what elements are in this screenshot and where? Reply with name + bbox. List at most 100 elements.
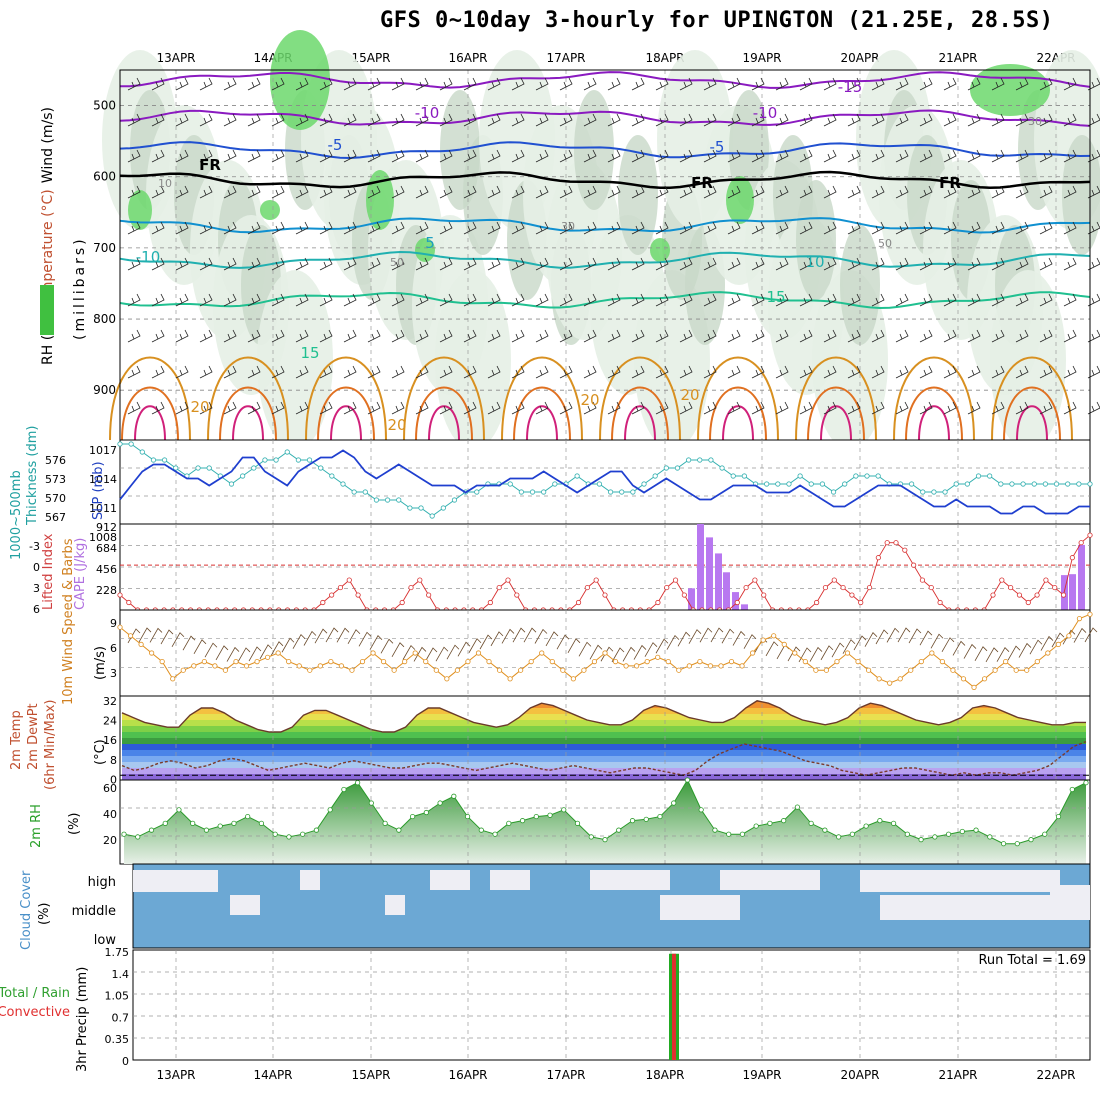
wind10m-tick-label: 6 bbox=[110, 642, 117, 655]
wind-barb bbox=[699, 627, 713, 643]
slp-tick-label: 1017 bbox=[89, 444, 117, 457]
wind10m-line-point bbox=[370, 650, 376, 656]
rh-area bbox=[1062, 135, 1100, 255]
pressure-tick-label: 800 bbox=[93, 312, 116, 326]
bottom-date-label: 22APR bbox=[1036, 1068, 1075, 1082]
rh2m-line-point bbox=[464, 813, 471, 820]
wind-barb bbox=[535, 329, 549, 343]
wind-barb bbox=[607, 185, 621, 199]
wind-barb bbox=[703, 293, 717, 307]
lifted-index-line-point bbox=[840, 584, 846, 591]
wind-barb bbox=[559, 221, 573, 235]
wind-barb bbox=[967, 401, 981, 415]
thickness-line-point bbox=[295, 457, 301, 463]
isotherm-line bbox=[119, 250, 1091, 269]
lifted-index-line-point bbox=[1016, 592, 1023, 598]
wind-barb bbox=[991, 113, 1005, 127]
lifted-index-line-point bbox=[831, 577, 837, 583]
wind-barb bbox=[895, 365, 909, 379]
slp-tick-label: 1008 bbox=[89, 531, 117, 544]
wind-barb bbox=[798, 647, 812, 663]
wind10m-line-point bbox=[591, 658, 598, 665]
wind-barb bbox=[589, 644, 603, 660]
wind10m-line-point bbox=[781, 641, 787, 648]
rh2m-line-point bbox=[368, 800, 374, 806]
wind-barb bbox=[751, 329, 765, 343]
wind-barb bbox=[319, 113, 333, 127]
thickness-line-point bbox=[652, 473, 658, 479]
rh2m-line-point bbox=[698, 807, 704, 813]
wind-barb bbox=[799, 77, 813, 91]
wind-barb bbox=[631, 221, 645, 235]
wind-barb bbox=[199, 149, 213, 163]
wind-barb bbox=[160, 629, 174, 645]
wind-barb bbox=[886, 627, 900, 643]
wind-barb bbox=[446, 644, 460, 660]
wind-barb bbox=[1063, 185, 1077, 199]
wind-barb bbox=[847, 293, 861, 307]
rh2m-line-point bbox=[945, 831, 952, 837]
isotherm-warm bbox=[403, 356, 485, 441]
wind10m-line-point bbox=[307, 667, 313, 673]
wind-barb bbox=[721, 628, 735, 644]
rh-area bbox=[257, 270, 333, 450]
lifted-index-line-point bbox=[329, 592, 335, 598]
wind10m-line-point bbox=[865, 667, 872, 673]
wind-barb bbox=[1063, 113, 1077, 127]
thickness-line-point bbox=[262, 457, 268, 463]
wind-barb bbox=[271, 293, 285, 307]
wind-barb bbox=[583, 257, 597, 271]
temp-band bbox=[122, 774, 1086, 780]
wind10m-line-point bbox=[233, 658, 239, 665]
rh2m-line-point bbox=[712, 827, 718, 833]
rh2m-line-point bbox=[409, 813, 416, 820]
thickness-tick-label: 576 bbox=[45, 454, 66, 467]
wind-barb bbox=[765, 641, 779, 657]
rh2m-line-point bbox=[1014, 841, 1020, 847]
wind-barb bbox=[607, 257, 621, 271]
rh-high-area bbox=[970, 64, 1050, 116]
wind-barb bbox=[199, 185, 213, 199]
wind-barb bbox=[679, 329, 693, 343]
wind-barb bbox=[151, 401, 165, 415]
wind10m-line-point bbox=[981, 676, 988, 682]
rh2m-line-point bbox=[973, 827, 979, 833]
wind-barb bbox=[919, 329, 933, 343]
wind-barb bbox=[127, 221, 141, 235]
wind-barb bbox=[380, 638, 394, 654]
wind-barb bbox=[631, 293, 645, 307]
wind-barb bbox=[271, 257, 285, 271]
wind-barb bbox=[703, 401, 717, 415]
wind-barb bbox=[871, 149, 885, 163]
wind-barb bbox=[871, 293, 885, 307]
wind-barb bbox=[775, 185, 789, 199]
temp-tick-label: 16 bbox=[103, 734, 117, 747]
wind-barb bbox=[175, 329, 189, 343]
isotherm-hot bbox=[232, 405, 264, 441]
wind-barb bbox=[799, 149, 813, 163]
cape-tick-label: 228 bbox=[96, 584, 117, 597]
wind-barb bbox=[1087, 221, 1100, 235]
thickness-line-point bbox=[529, 489, 536, 495]
wind-barb bbox=[655, 365, 669, 379]
wind-barb bbox=[367, 401, 381, 415]
cloud-clear-block bbox=[1050, 885, 1090, 895]
thickness-line-point bbox=[641, 481, 647, 487]
lifted-index-line-point bbox=[893, 540, 899, 546]
thickness-line-point bbox=[507, 481, 513, 487]
isotherm-hot bbox=[134, 405, 166, 441]
wind-barb bbox=[1039, 293, 1053, 307]
thickness-line-point bbox=[697, 457, 703, 463]
pressure-tick-label: 700 bbox=[93, 241, 116, 255]
wind-barb bbox=[535, 77, 549, 91]
wind-barb bbox=[919, 149, 933, 163]
wind-barb bbox=[175, 365, 189, 379]
wind-barb bbox=[655, 113, 669, 127]
isotherm-line bbox=[119, 109, 1091, 127]
wind-barb bbox=[559, 149, 573, 163]
rh2m-tick-label: 40 bbox=[103, 808, 117, 821]
wind-barb bbox=[559, 77, 573, 91]
rh2m-line-point bbox=[808, 820, 814, 826]
wind-barb bbox=[151, 221, 165, 235]
wind-barb bbox=[655, 401, 669, 415]
